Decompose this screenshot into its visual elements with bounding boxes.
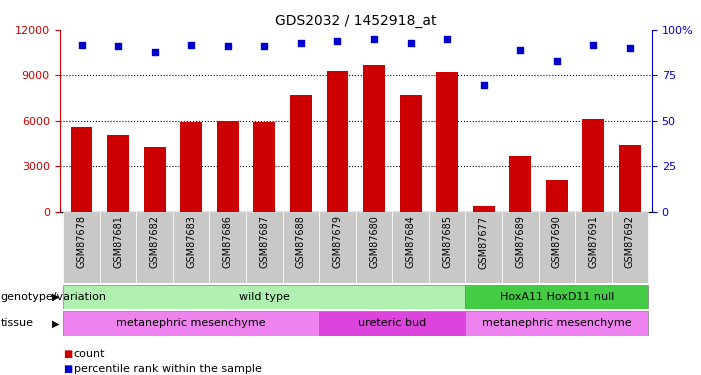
Text: GSM87677: GSM87677 (479, 215, 489, 268)
Bar (436, 72, 458, 212)
Bar (465, 285, 648, 309)
Text: GSM87688: GSM87688 (296, 215, 306, 268)
Text: GSM87690: GSM87690 (552, 215, 562, 268)
Bar (283, 212, 319, 283)
Text: GSM87683: GSM87683 (186, 215, 196, 268)
Bar (319, 212, 355, 283)
Bar (144, 147, 165, 212)
Bar (63, 212, 100, 283)
Point (76, 42, 87, 48)
Text: GSM87687: GSM87687 (259, 215, 269, 268)
Point (222, 44, 233, 50)
Point (478, 82, 489, 88)
Text: GSM87679: GSM87679 (332, 215, 343, 268)
Bar (400, 95, 421, 212)
Text: metanephric mesenchyme: metanephric mesenchyme (116, 318, 266, 328)
Bar (63, 285, 465, 309)
Point (295, 40, 306, 46)
Bar (355, 212, 393, 283)
Bar (502, 212, 538, 283)
Text: GSM87691: GSM87691 (588, 215, 599, 268)
Text: count: count (74, 350, 105, 359)
Text: GSM87685: GSM87685 (442, 215, 452, 268)
Bar (107, 135, 129, 212)
Text: metanephric mesenchyme: metanephric mesenchyme (482, 318, 632, 328)
Point (625, 45, 636, 51)
Title: GDS2032 / 1452918_at: GDS2032 / 1452918_at (275, 13, 437, 28)
Bar (246, 212, 283, 283)
Text: ■: ■ (63, 350, 72, 359)
Point (112, 44, 123, 50)
Text: GSM87686: GSM87686 (223, 215, 233, 268)
Bar (71, 127, 93, 212)
Point (551, 58, 562, 64)
Point (259, 44, 270, 50)
Text: ■: ■ (63, 364, 72, 374)
Bar (363, 65, 385, 212)
Bar (180, 123, 202, 212)
Bar (290, 95, 312, 212)
Bar (575, 212, 612, 283)
Bar (173, 212, 210, 283)
Text: ▶: ▶ (52, 318, 59, 328)
Text: wild type: wild type (239, 292, 290, 302)
Bar (538, 212, 575, 283)
Bar (393, 212, 429, 283)
Bar (465, 311, 648, 336)
Text: GSM87682: GSM87682 (149, 215, 160, 268)
Text: GSM87680: GSM87680 (369, 215, 379, 268)
Text: GSM87678: GSM87678 (76, 215, 86, 268)
Bar (327, 71, 348, 212)
Text: genotype/variation: genotype/variation (1, 292, 107, 302)
Bar (137, 212, 173, 283)
Point (186, 42, 197, 48)
Point (442, 36, 453, 42)
Bar (612, 212, 648, 283)
Text: percentile rank within the sample: percentile rank within the sample (74, 364, 261, 374)
Text: GSM87684: GSM87684 (406, 215, 416, 268)
Bar (319, 311, 465, 336)
Point (332, 38, 343, 44)
Bar (510, 156, 531, 212)
Point (369, 36, 380, 42)
Text: GSM87689: GSM87689 (515, 215, 525, 268)
Point (588, 42, 599, 48)
Point (515, 47, 526, 53)
Text: ureteric bud: ureteric bud (358, 318, 426, 328)
Bar (472, 206, 495, 212)
Text: GSM87681: GSM87681 (113, 215, 123, 268)
Point (405, 40, 416, 46)
Bar (100, 212, 137, 283)
Text: tissue: tissue (1, 318, 34, 328)
Text: GSM87692: GSM87692 (625, 215, 635, 268)
Bar (63, 311, 319, 336)
Bar (583, 119, 604, 212)
Text: HoxA11 HoxD11 null: HoxA11 HoxD11 null (500, 292, 614, 302)
Text: ▶: ▶ (52, 292, 59, 302)
Bar (465, 212, 502, 283)
Bar (619, 145, 641, 212)
Bar (210, 212, 246, 283)
Bar (217, 121, 239, 212)
Bar (253, 123, 275, 212)
Point (149, 49, 161, 55)
Bar (429, 212, 465, 283)
Bar (546, 180, 568, 212)
